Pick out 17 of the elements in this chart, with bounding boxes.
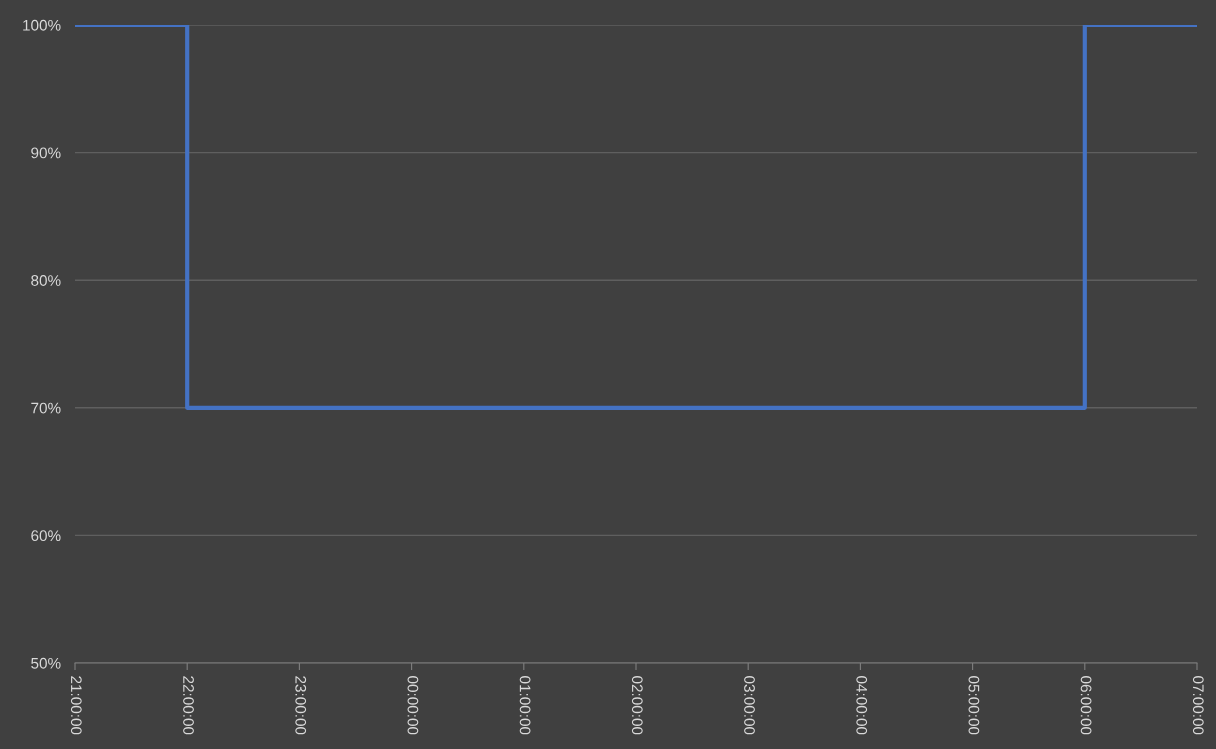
x-tick-label: 01:00:00 <box>519 676 531 735</box>
y-tick-label: 100% <box>23 19 61 31</box>
x-tick-label: 05:00:00 <box>968 676 980 735</box>
y-tick-label: 70% <box>31 402 61 414</box>
x-tick-label: 03:00:00 <box>744 676 755 735</box>
x-tick-label: 22:00:00 <box>183 676 194 735</box>
x-tick-label: 04:00:00 <box>856 676 868 735</box>
y-tick-label: 90% <box>31 147 61 159</box>
y-tick-label: 50% <box>31 657 61 669</box>
y-tick-label: 60% <box>31 530 61 542</box>
x-tick-label: 02:00:00 <box>631 676 643 735</box>
x-tick-label: 07:00:00 <box>1192 676 1204 735</box>
x-tick-label: 00:00:00 <box>407 676 419 735</box>
x-tick-label: 23:00:00 <box>295 676 307 735</box>
y-tick-label: 80% <box>31 275 61 286</box>
x-tick-label: 06:00:00 <box>1080 676 1092 735</box>
x-tick-label: 21:00:00 <box>70 676 82 735</box>
